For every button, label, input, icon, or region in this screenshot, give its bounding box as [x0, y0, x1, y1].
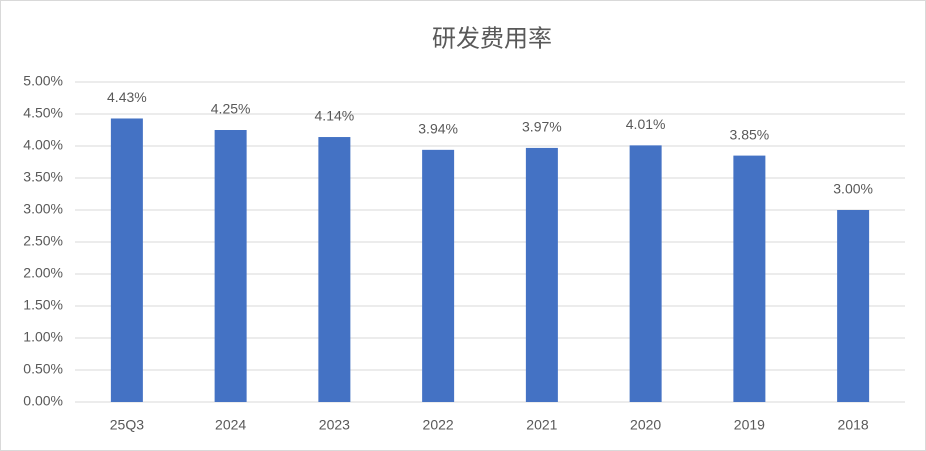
- x-tick-label: 25Q3: [110, 417, 144, 433]
- y-tick-label: 3.50%: [23, 169, 63, 185]
- x-tick-label: 2024: [215, 417, 246, 433]
- bar: [318, 137, 351, 403]
- data-label: 4.43%: [107, 89, 147, 105]
- data-label: 3.85%: [730, 126, 770, 142]
- x-tick-label: 2019: [734, 417, 765, 433]
- y-tick-label: 5.00%: [23, 73, 63, 89]
- data-label: 4.25%: [211, 101, 251, 117]
- data-label: 3.00%: [833, 181, 873, 197]
- data-label: 3.94%: [418, 121, 458, 137]
- bar: [837, 210, 870, 402]
- bar: [733, 155, 766, 402]
- chart-title: 研发费用率: [432, 25, 552, 52]
- y-tick-label: 4.50%: [23, 105, 63, 121]
- bar: [110, 118, 143, 402]
- bar: [422, 149, 455, 402]
- y-tick-label: 1.50%: [23, 297, 63, 313]
- bar: [629, 145, 662, 403]
- y-tick-label: 0.50%: [23, 361, 63, 377]
- y-tick-label: 4.00%: [23, 137, 63, 153]
- y-tick-label: 2.50%: [23, 233, 63, 249]
- y-tick-label: 0.00%: [23, 393, 63, 409]
- bar: [525, 147, 558, 402]
- data-label: 4.01%: [626, 116, 666, 132]
- y-tick-label: 3.00%: [23, 201, 63, 217]
- data-label: 4.14%: [315, 108, 355, 124]
- y-tick-label: 1.00%: [23, 329, 63, 345]
- data-label: 3.97%: [522, 119, 562, 135]
- x-tick-label: 2020: [630, 417, 661, 433]
- bar: [214, 130, 247, 402]
- x-tick-label: 2023: [319, 417, 350, 433]
- x-tick-label: 2018: [838, 417, 869, 433]
- x-tick-label: 2022: [423, 417, 454, 433]
- y-tick-label: 2.00%: [23, 265, 63, 281]
- x-tick-label: 2021: [526, 417, 557, 433]
